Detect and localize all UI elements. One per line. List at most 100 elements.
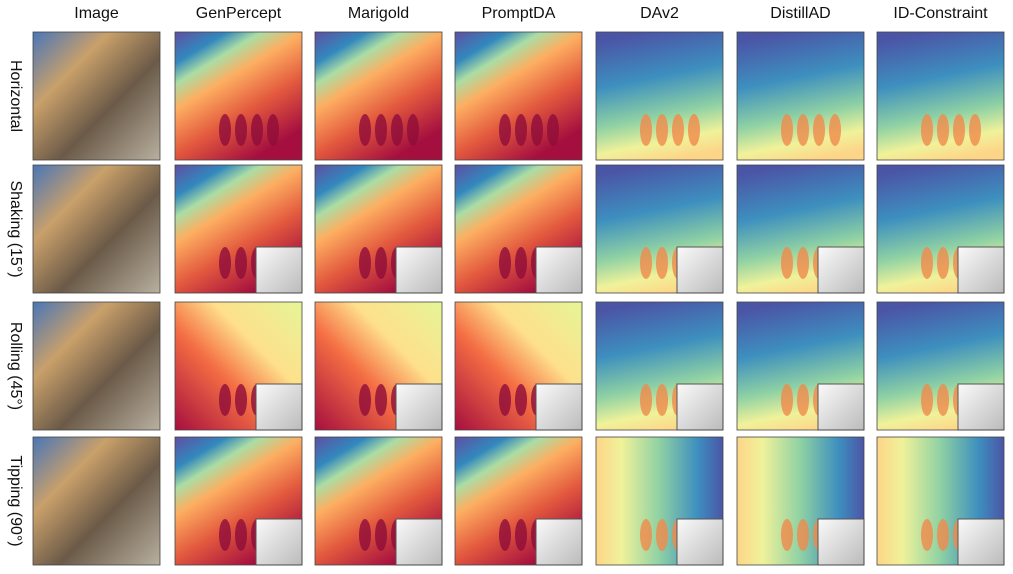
error-inset: [817, 383, 865, 431]
depth-map: [736, 301, 865, 431]
silhouette: [359, 114, 371, 146]
silhouette: [235, 519, 247, 551]
depth-map: [595, 436, 724, 566]
silhouette: [251, 114, 263, 146]
error-inset: [255, 383, 303, 431]
row-label: Rolling (45°): [7, 322, 24, 410]
cell-image: [33, 437, 160, 565]
cell-border: [595, 301, 724, 431]
silhouette: [937, 114, 949, 146]
row-label: Horizontal: [7, 60, 24, 132]
silhouette: [937, 519, 949, 551]
cell-border: [174, 436, 303, 566]
cell-border: [314, 436, 443, 566]
input-image: [32, 164, 161, 294]
depth-map: [595, 31, 724, 161]
cell-border: [595, 436, 724, 566]
depth-map: [876, 301, 1005, 431]
error-inset: [957, 518, 1005, 566]
silhouette: [219, 114, 231, 146]
silhouette: [688, 114, 700, 146]
silhouette: [375, 247, 387, 279]
silhouette: [375, 384, 387, 416]
cell-border: [876, 436, 1005, 566]
silhouette: [797, 519, 809, 551]
depth-map: [174, 164, 303, 294]
silhouette: [656, 114, 668, 146]
column-header: DAv2: [640, 5, 679, 22]
depth-map: [314, 301, 443, 431]
silhouette: [640, 114, 652, 146]
error-inset: [676, 383, 724, 431]
column-header: PromptDA: [482, 5, 556, 22]
error-inset: [957, 246, 1005, 294]
depth-map: [314, 436, 443, 566]
cell-border: [736, 31, 865, 161]
silhouette: [797, 384, 809, 416]
depth-map: [736, 31, 865, 161]
depth-map: [876, 164, 1005, 294]
silhouette: [656, 519, 668, 551]
error-inset: [535, 383, 583, 431]
cell-border: [876, 164, 1005, 294]
error-inset: [535, 246, 583, 294]
cell-border: [595, 164, 724, 294]
silhouette: [375, 114, 387, 146]
silhouette: [219, 519, 231, 551]
cell-border: [174, 301, 303, 431]
silhouette: [235, 247, 247, 279]
error-inset: [676, 246, 724, 294]
row-label: Tipping (90°): [7, 455, 24, 546]
silhouette: [499, 519, 511, 551]
silhouette: [499, 247, 511, 279]
cell-image: [33, 302, 160, 430]
cell-border: [314, 164, 443, 294]
depth-map: [876, 436, 1005, 566]
silhouette: [969, 114, 981, 146]
cell-image: [33, 32, 160, 160]
silhouette: [515, 384, 527, 416]
cell-border: [876, 31, 1005, 161]
cell-border: [736, 164, 865, 294]
cell-border: [595, 31, 724, 161]
cell-border: [32, 164, 161, 294]
depth-map: [174, 301, 303, 431]
silhouette: [797, 114, 809, 146]
silhouette: [921, 519, 933, 551]
silhouette: [235, 384, 247, 416]
cell-border: [314, 301, 443, 431]
depth-map: [595, 164, 724, 294]
cell-border: [174, 164, 303, 294]
depth-map: [454, 301, 583, 431]
silhouette: [219, 384, 231, 416]
silhouette: [937, 384, 949, 416]
column-header: Marigold: [348, 5, 409, 22]
error-inset: [395, 246, 443, 294]
depth-map: [314, 164, 443, 294]
silhouette: [640, 384, 652, 416]
cell-border: [454, 301, 583, 431]
silhouette: [391, 114, 403, 146]
silhouette: [235, 114, 247, 146]
cell-border: [454, 436, 583, 566]
depth-map: [454, 31, 583, 161]
silhouette: [640, 247, 652, 279]
silhouette: [781, 247, 793, 279]
cell-border: [736, 436, 865, 566]
silhouette: [407, 114, 419, 146]
error-inset: [395, 518, 443, 566]
silhouette: [797, 247, 809, 279]
cell-border: [32, 301, 161, 431]
input-image: [32, 301, 161, 431]
silhouette: [499, 114, 511, 146]
depth-map: [174, 31, 303, 161]
silhouette: [515, 114, 527, 146]
cell-border: [32, 31, 161, 161]
row-label: Shaking (15°): [7, 180, 24, 277]
silhouette: [515, 519, 527, 551]
silhouette: [219, 247, 231, 279]
error-inset: [957, 383, 1005, 431]
depth-map: [454, 436, 583, 566]
column-header: ID-Constraint: [893, 5, 988, 22]
error-inset: [535, 518, 583, 566]
